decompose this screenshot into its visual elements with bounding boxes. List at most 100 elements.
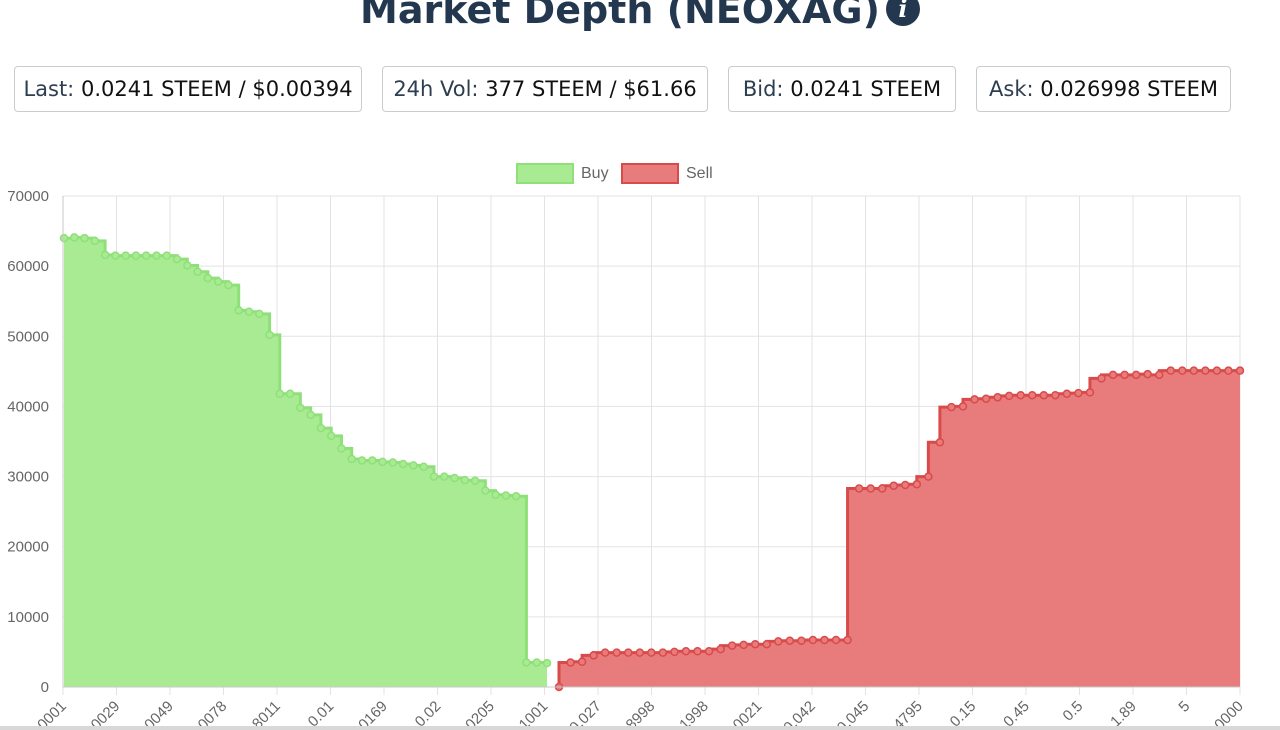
- stat-volume: 24h Vol: 377 STEEM / $61.66: [382, 66, 708, 112]
- data-point-buy: [131, 251, 141, 260]
- data-point-sell: [1051, 390, 1060, 400]
- data-point-buy: [244, 307, 254, 316]
- data-point-sell: [612, 648, 621, 657]
- stat-ask-label: Ask:: [989, 77, 1034, 101]
- data-point-sell: [843, 635, 852, 645]
- data-point-sell: [1235, 366, 1245, 375]
- data-point-buy: [532, 658, 541, 667]
- data-point-sell: [1120, 370, 1129, 380]
- data-point-sell: [866, 484, 875, 493]
- data-point-sell: [716, 644, 725, 654]
- data-point-buy: [275, 389, 285, 399]
- data-point-sell: [624, 648, 633, 657]
- data-point-buy: [306, 410, 315, 420]
- data-point-sell: [1224, 366, 1233, 375]
- data-point-buy: [388, 458, 398, 467]
- data-point-sell: [1016, 390, 1025, 400]
- stat-ask-value: 0.026998 STEEM: [1040, 77, 1218, 101]
- data-point-sell: [658, 648, 668, 657]
- stat-ask: Ask: 0.026998 STEEM: [976, 66, 1231, 112]
- data-point-sell: [566, 658, 575, 667]
- data-point-buy: [285, 389, 295, 399]
- data-point-buy: [460, 475, 470, 485]
- data-point-sell: [1143, 369, 1152, 379]
- data-point-buy: [522, 658, 531, 667]
- data-point-buy: [419, 462, 428, 472]
- data-point-sell: [958, 402, 968, 411]
- data-point-buy: [450, 473, 459, 483]
- data-point-buy: [337, 444, 346, 453]
- data-point-buy: [183, 261, 192, 270]
- stat-volume-value: 377 STEEM / $61.66: [485, 77, 697, 101]
- x-tick-label: 0.01: [305, 698, 338, 726]
- x-tick-label: 0078: [195, 698, 231, 726]
- page-title: Market Depth (NEOXAG) i: [0, 0, 1280, 48]
- legend-label-sell: Sell: [686, 165, 713, 182]
- data-point-sell: [854, 484, 864, 493]
- data-point-buy: [326, 431, 336, 441]
- legend-label-buy: Buy: [581, 165, 609, 182]
- x-tick-label: 0.042: [780, 698, 819, 726]
- x-tick-label: 0.02: [412, 698, 445, 726]
- x-tick-label: 0049: [141, 698, 177, 726]
- data-point-sell: [1201, 366, 1210, 375]
- data-point-sell: [1178, 366, 1187, 375]
- data-point-sell: [739, 640, 748, 650]
- data-point-buy: [470, 476, 480, 486]
- data-point-sell: [947, 402, 956, 412]
- data-point-sell: [981, 394, 991, 403]
- data-point-buy: [255, 309, 264, 319]
- data-point-sell: [635, 648, 645, 657]
- x-tick-label: 1001: [516, 698, 552, 726]
- data-point-buy: [203, 273, 213, 283]
- data-point-sell: [1212, 366, 1222, 375]
- data-point-sell: [924, 472, 933, 481]
- data-point-sell: [704, 646, 714, 656]
- data-point-sell: [670, 647, 679, 657]
- data-point-sell: [600, 648, 610, 657]
- data-point-buy: [213, 277, 223, 286]
- data-point-sell: [808, 635, 818, 645]
- y-tick-label: 40000: [7, 398, 49, 415]
- data-point-sell: [774, 637, 783, 646]
- data-point-sell: [1074, 388, 1083, 398]
- data-point-buy: [429, 472, 439, 481]
- info-circle-icon[interactable]: i: [885, 0, 920, 26]
- data-point-buy: [234, 306, 243, 315]
- data-point-sell: [797, 636, 806, 645]
- stat-bid-label: Bid:: [742, 77, 784, 101]
- x-tick-label: 0.45: [1000, 698, 1033, 726]
- data-point-buy: [265, 330, 274, 340]
- data-point-buy: [296, 403, 305, 413]
- data-point-buy: [141, 251, 151, 260]
- data-point-sell: [785, 636, 795, 645]
- x-tick-label: 0021: [730, 698, 766, 726]
- x-tick-label: 4795: [890, 698, 926, 726]
- data-point-sell: [1166, 366, 1175, 375]
- data-point-sell: [1039, 390, 1049, 400]
- data-point-buy: [347, 454, 356, 464]
- stat-bid: Bid: 0.0241 STEEM: [728, 66, 956, 112]
- data-point-sell: [1085, 388, 1095, 397]
- data-point-buy: [193, 267, 202, 277]
- series-area-sell: [559, 370, 1240, 687]
- data-point-buy: [100, 250, 110, 260]
- x-tick-label: 8011: [249, 698, 284, 726]
- data-point-buy: [491, 490, 500, 500]
- data-point-buy: [224, 280, 233, 290]
- data-point-buy: [357, 456, 367, 465]
- x-tick-label: 0.027: [566, 698, 605, 726]
- y-tick-label: 30000: [7, 469, 49, 486]
- data-point-buy: [90, 236, 100, 246]
- stat-volume-label: 24h Vol:: [393, 77, 479, 101]
- bottom-divider: [0, 726, 1280, 730]
- data-point-sell: [589, 651, 598, 660]
- market-depth-chart: 0100002000030000400005000060000700000001…: [7, 163, 1247, 726]
- data-point-sell: [889, 481, 898, 490]
- data-point-buy: [162, 251, 172, 260]
- x-tick-label: 1998: [676, 698, 712, 726]
- page-title-text: Market Depth (NEOXAG): [360, 0, 880, 32]
- data-point-sell: [577, 657, 587, 666]
- y-tick-label: 60000: [7, 258, 49, 275]
- data-point-buy: [409, 461, 418, 470]
